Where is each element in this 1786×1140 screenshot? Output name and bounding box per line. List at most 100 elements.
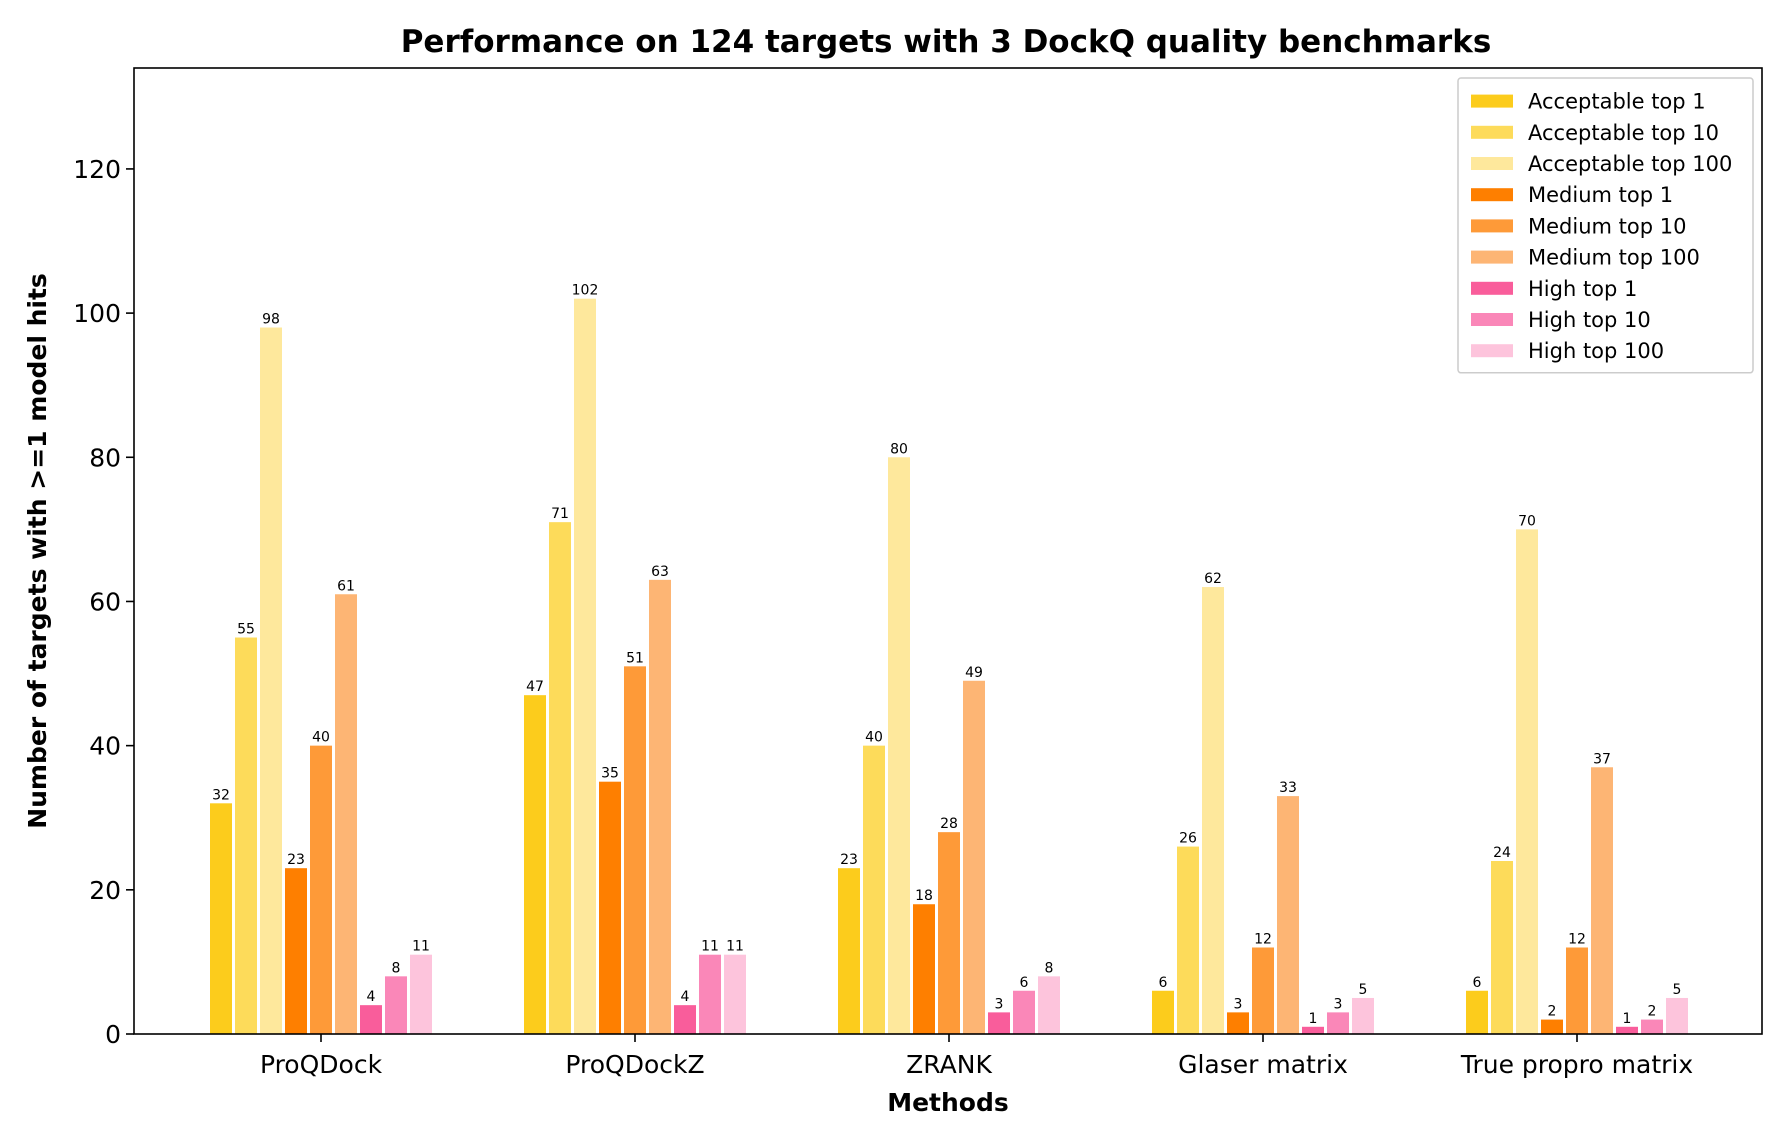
x-tick-label: ZRANK: [906, 1050, 992, 1079]
bar-value-label: 3: [1334, 996, 1343, 1012]
bar: [1152, 990, 1174, 1034]
y-tick-label: 100: [73, 299, 121, 328]
plot-frame: [133, 67, 1763, 1035]
legend-swatch: [1471, 188, 1513, 202]
y-tick-label: 60: [89, 587, 121, 616]
legend-swatch: [1471, 313, 1513, 326]
legend-label: High top 1: [1528, 277, 1637, 301]
bar: [1541, 1019, 1563, 1034]
bar-value-label: 23: [840, 852, 858, 868]
x-axis: ProQDock ProQDockZ ZRANK Glaser matrix True …: [260, 1034, 1693, 1079]
bar-value-label: 11: [701, 939, 719, 955]
y-tick-label: 0: [105, 1020, 121, 1049]
bar: [335, 594, 357, 1034]
legend-label: Acceptable top 1: [1528, 90, 1706, 114]
bar: [310, 745, 332, 1034]
bar-value-label: 24: [1493, 845, 1511, 861]
bar-value-label: 2: [1548, 1004, 1557, 1020]
bar: [210, 803, 232, 1034]
y-axis-label: Number of targets with >=1 model hits: [23, 273, 52, 829]
bar: [1641, 1019, 1663, 1034]
bar-value-label: 61: [337, 578, 355, 594]
bar: [963, 680, 985, 1034]
bar: [674, 1005, 696, 1034]
legend-label: High top 10: [1528, 308, 1651, 332]
bar: [385, 976, 407, 1034]
bar-value-label: 102: [572, 283, 599, 299]
bar: [1202, 587, 1224, 1034]
bar: [549, 522, 571, 1034]
bar: [1591, 767, 1613, 1034]
bar-value-label: 5: [1359, 982, 1368, 998]
bar-value-label: 71: [551, 506, 569, 522]
bar-value-label: 11: [726, 939, 744, 955]
legend: Acceptable top 1 Acceptable top 10 Accepta…: [1457, 77, 1754, 374]
bar: [1466, 990, 1488, 1034]
bar: [1352, 997, 1374, 1034]
bar-value-label: 70: [1518, 513, 1536, 529]
bar: [1516, 529, 1538, 1034]
bar-value-label: 6: [1159, 975, 1168, 991]
bar: [235, 637, 257, 1034]
legend-label: Medium top 100: [1528, 246, 1700, 270]
y-tick-label: 80: [89, 443, 121, 472]
bar: [838, 868, 860, 1034]
bar: [888, 457, 910, 1034]
bar: [1227, 1012, 1249, 1034]
bar-value-label: 1: [1623, 1011, 1632, 1027]
bar: [988, 1012, 1010, 1034]
bar: [1666, 997, 1688, 1034]
bar: [1177, 846, 1199, 1034]
bar: [1327, 1012, 1349, 1034]
bar-value-label: 49: [965, 665, 983, 681]
bar: [599, 781, 621, 1034]
bar-value-label: 51: [626, 650, 644, 666]
chart-title: Performance on 124 targets with 3 DockQ …: [401, 24, 1492, 60]
x-tick-label: ProQDock: [260, 1050, 383, 1079]
bar-value-label: 40: [312, 730, 330, 746]
bar: [574, 298, 596, 1034]
y-tick-label: 40: [89, 732, 121, 761]
bar-value-label: 98: [262, 312, 280, 328]
bar: [624, 666, 646, 1034]
bar-value-label: 18: [915, 888, 933, 904]
legend-label: High top 100: [1528, 339, 1664, 363]
bar-value-label: 3: [1234, 996, 1243, 1012]
bar-value-label: 8: [392, 960, 401, 976]
x-tick-label: ProQDockZ: [565, 1050, 704, 1079]
bar-value-label: 62: [1204, 571, 1222, 587]
bar-value-label: 28: [940, 816, 958, 832]
bar: [360, 1005, 382, 1034]
bar-value-label: 1: [1309, 1011, 1318, 1027]
bar-value-label: 26: [1179, 831, 1197, 847]
bar: [524, 695, 546, 1034]
bar-value-label: 11: [412, 939, 430, 955]
legend-box: [1457, 77, 1754, 374]
legend-swatch: [1471, 125, 1513, 139]
bar: [1302, 1026, 1324, 1034]
bar: [260, 327, 282, 1034]
bars-layer: [210, 298, 1688, 1034]
bar-value-label: 4: [367, 989, 376, 1005]
bar-value-label: 63: [651, 564, 669, 580]
bar-value-label: 40: [865, 730, 883, 746]
bar-value-label: 55: [237, 622, 255, 638]
bar: [649, 579, 671, 1034]
bar: [1277, 796, 1299, 1034]
bar-value-label: 2: [1648, 1004, 1657, 1020]
bar-value-label: 33: [1279, 780, 1297, 796]
x-tick-label: Glaser matrix: [1178, 1050, 1348, 1079]
y-tick-label: 120: [73, 155, 121, 184]
bar-value-label: 4: [681, 989, 690, 1005]
legend-swatch: [1471, 250, 1513, 264]
legend-swatch: [1471, 157, 1513, 170]
bar: [699, 954, 721, 1034]
bar: [1038, 976, 1060, 1034]
legend-swatch: [1471, 219, 1513, 233]
x-tick-label: True propro matrix: [1460, 1050, 1693, 1079]
bar-value-label: 80: [890, 441, 908, 457]
bar-value-label: 12: [1254, 931, 1272, 947]
bar-value-label: 47: [526, 679, 544, 695]
